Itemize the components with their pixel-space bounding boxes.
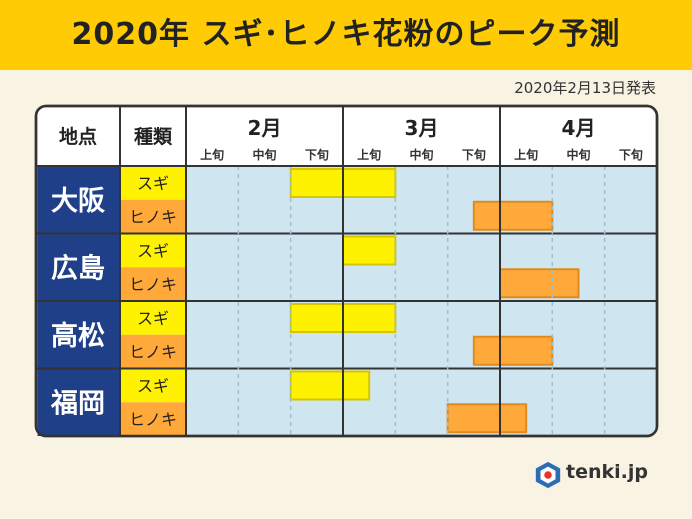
kind-cell-hinoki <box>120 267 186 301</box>
period-label: 上旬 <box>514 147 538 162</box>
bar-hinoki <box>499 268 580 299</box>
city-label: 大阪 <box>51 186 105 217</box>
month-label: 3月 <box>405 116 439 140</box>
chart-title: 2020年 スギ･ヒノキ花粉のピーク予測 <box>71 17 621 52</box>
period-label: 下旬 <box>462 147 486 162</box>
period-label: 中旬 <box>566 147 590 162</box>
brand-name: tenki.jp <box>566 461 648 483</box>
header-location: 地点 <box>59 125 97 148</box>
table-border <box>34 104 659 438</box>
kind-cell-hinoki <box>120 402 186 436</box>
period-label: 中旬 <box>252 147 276 162</box>
kind-label: スギ <box>137 241 169 260</box>
kind-label: スギ <box>137 174 169 193</box>
tenki-logo-icon <box>535 461 561 489</box>
published-date: 2020年2月13日発表 <box>514 79 656 97</box>
city-cell <box>37 166 120 234</box>
kind-cell-sugi <box>120 166 186 200</box>
bar-sugi <box>342 235 397 266</box>
period-label: 上旬 <box>200 147 224 162</box>
bar-hinoki <box>472 335 554 366</box>
title-bar <box>0 0 692 70</box>
kind-label: スギ <box>137 309 169 328</box>
kind-cell-sugi <box>120 301 186 335</box>
bar-sugi <box>289 370 371 401</box>
header-kind: 種類 <box>134 126 173 148</box>
month-label: 4月 <box>562 116 596 140</box>
kind-label: ヒノキ <box>129 343 177 362</box>
city-cell <box>37 301 120 369</box>
period-label: 下旬 <box>619 147 643 162</box>
kind-cell-sugi <box>120 368 186 403</box>
kind-cell-hinoki <box>120 199 186 234</box>
city-cell <box>37 233 120 301</box>
city-label: 高松 <box>51 320 105 352</box>
city-label: 広島 <box>51 252 105 284</box>
month-label: 2月 <box>248 116 282 140</box>
period-label: 上旬 <box>357 147 381 162</box>
bar-hinoki <box>446 403 528 434</box>
period-label: 中旬 <box>409 147 433 162</box>
kind-cell-hinoki <box>120 334 186 369</box>
bar-hinoki <box>472 200 554 231</box>
kind-label: ヒノキ <box>129 410 177 429</box>
kind-label: スギ <box>137 376 169 395</box>
kind-cell-sugi <box>120 233 186 268</box>
kind-label: ヒノキ <box>129 208 177 227</box>
period-label: 下旬 <box>305 147 329 162</box>
city-cell <box>37 368 120 436</box>
city-label: 福岡 <box>50 388 105 419</box>
kind-label: ヒノキ <box>129 275 177 294</box>
